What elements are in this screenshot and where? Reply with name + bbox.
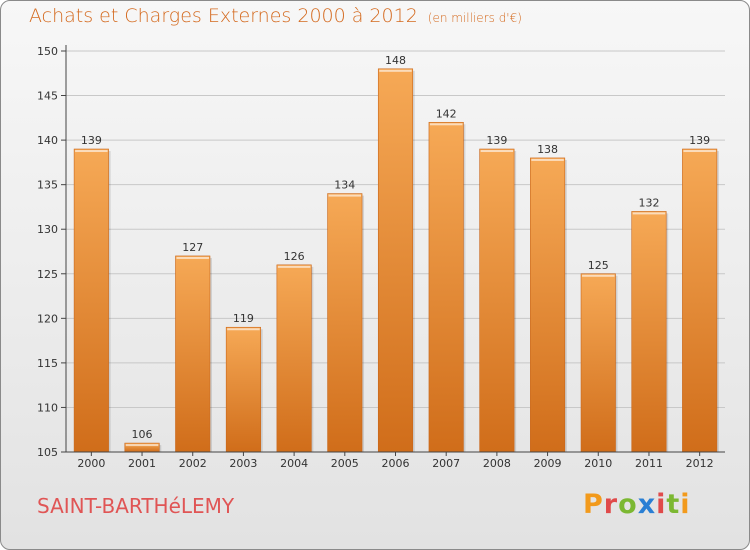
y-tick-label: 140 <box>37 134 58 147</box>
bar-value-label: 148 <box>385 54 406 67</box>
bar-highlight <box>632 212 666 215</box>
x-tick-label: 2000 <box>77 457 105 470</box>
bar-highlight <box>176 256 209 259</box>
bars <box>73 68 719 453</box>
y-tick-label: 135 <box>37 179 58 192</box>
bar-highlight <box>582 274 615 277</box>
y-tick-label: 125 <box>37 268 58 281</box>
bar <box>580 273 616 453</box>
bar-highlight <box>277 265 311 268</box>
bar-value-label: 132 <box>638 196 659 209</box>
bar-value-label: 142 <box>436 107 457 120</box>
y-tick-label: 130 <box>37 223 58 236</box>
bar <box>428 121 464 453</box>
bar-highlight <box>683 150 716 153</box>
bar <box>225 326 261 453</box>
bar <box>377 68 414 453</box>
bar-highlight <box>125 444 159 447</box>
bar-value-label: 139 <box>689 134 710 147</box>
bar <box>530 157 566 453</box>
bar <box>682 148 718 453</box>
bar-highlight <box>480 150 514 153</box>
logo-letter: P <box>583 489 604 520</box>
x-tick-label: 2011 <box>635 457 663 470</box>
axes <box>61 45 725 456</box>
bar-highlight <box>531 158 564 161</box>
bar-value-label: 126 <box>284 250 305 263</box>
bar <box>631 211 667 453</box>
y-tick-label: 115 <box>37 357 58 370</box>
logo-letter: i <box>656 489 667 520</box>
y-tick-label: 110 <box>37 401 58 414</box>
bar-value-label: 119 <box>233 312 254 325</box>
bar <box>73 148 109 453</box>
x-tick-label: 2001 <box>128 457 156 470</box>
logo-letter: t <box>666 489 681 520</box>
bar-value-label: 125 <box>588 259 609 272</box>
logo-letter: o <box>618 489 638 520</box>
bar-highlight <box>227 328 260 331</box>
bar <box>327 193 363 453</box>
bar-value-label: 138 <box>537 143 558 156</box>
logo-letter: x <box>637 489 657 520</box>
chart-title-text: Achats et Charges Externes 2000 à 2012 <box>29 5 418 27</box>
bar-value-label: 134 <box>334 179 355 192</box>
x-tick-label: 2005 <box>331 457 359 470</box>
bar <box>276 264 312 453</box>
proxiti-logo: Proxiti <box>583 489 691 520</box>
chart-unit: (en milliers d'€) <box>427 11 522 25</box>
bar-value-label: 139 <box>486 134 507 147</box>
x-tick-label: 2010 <box>584 457 612 470</box>
y-tick-label: 150 <box>37 45 58 58</box>
x-tick-label: 2002 <box>179 457 207 470</box>
bar-value-label: 139 <box>81 134 102 147</box>
logo-letter: i <box>680 489 691 520</box>
y-tick-label: 120 <box>37 312 58 325</box>
x-tick-label: 2007 <box>432 457 460 470</box>
x-tick-label: 2006 <box>382 457 410 470</box>
location-name: SAINT-BARTHéLEMY <box>37 494 235 518</box>
x-tick-label: 2009 <box>534 457 562 470</box>
bar-value-label: 106 <box>132 428 153 441</box>
y-tick-label: 105 <box>37 446 58 459</box>
x-tick-label: 2004 <box>280 457 308 470</box>
x-tick-label: 2003 <box>229 457 257 470</box>
bar-highlight <box>75 150 108 153</box>
labels: 105 110 115 120 125 130 135 140 145 150 139 2000 106… <box>37 45 714 470</box>
bar <box>175 255 211 453</box>
bar <box>479 148 515 453</box>
y-tick-label: 145 <box>37 90 58 103</box>
chart-title: Achats et Charges Externes 2000 à 2012 (e… <box>29 5 522 27</box>
bar-highlight <box>429 123 463 126</box>
bar-highlight <box>328 194 362 197</box>
x-tick-label: 2008 <box>483 457 511 470</box>
x-tick-label: 2012 <box>686 457 714 470</box>
logo-letter: r <box>603 489 619 520</box>
bar-highlight <box>379 69 412 72</box>
bar-value-label: 127 <box>182 241 203 254</box>
